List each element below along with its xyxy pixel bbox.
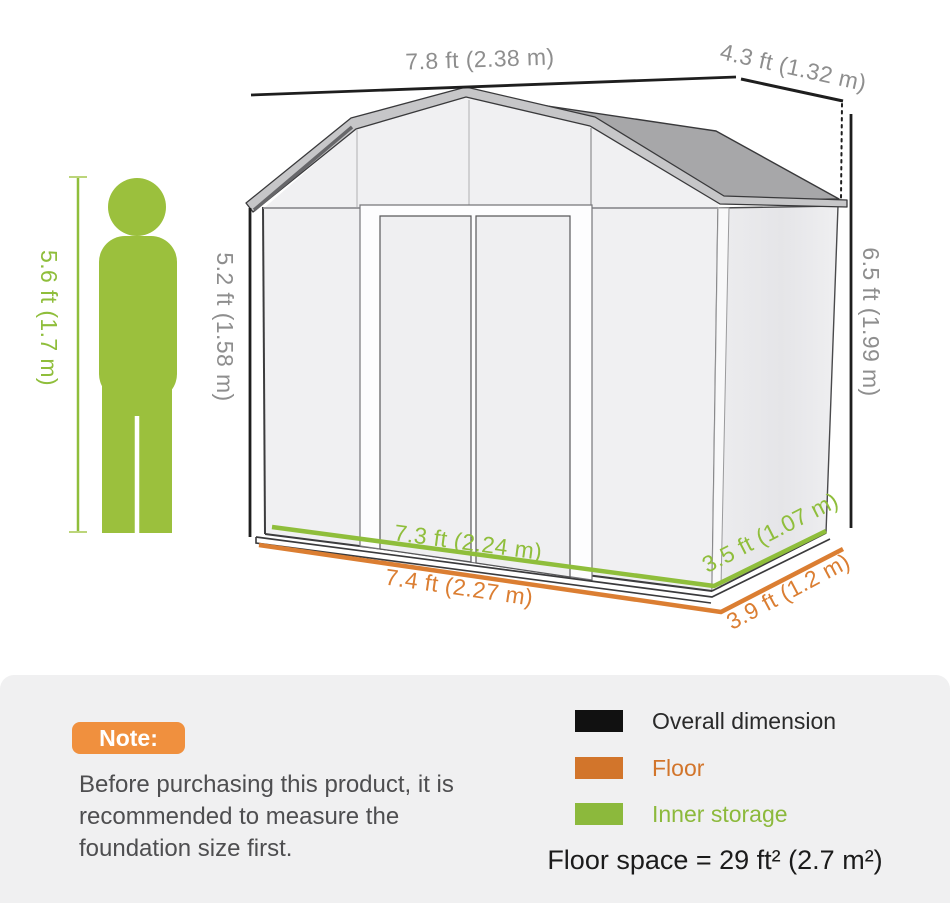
dim-width-label: 7.8 ft (2.38 m)	[405, 43, 555, 74]
floor-outline	[258, 542, 845, 615]
dim-depth-label: 4.3 ft (1.32 m)	[718, 38, 869, 96]
floor-label: Floor	[652, 755, 705, 781]
note-text: Before purchasing this product, it is re…	[79, 771, 454, 862]
overall-dimension-label: Overall dimension	[652, 708, 837, 734]
shed-roof-left-shadow	[252, 125, 354, 212]
floor-space-text: Floor space = 29 ft² (2.7 m²)	[547, 845, 883, 875]
diagram-canvas: 5.6 ft (1.7 m) 7.8 ft (2.38 m) 4.3 ft (1…	[36, 38, 884, 634]
overall-dimension-lines	[248, 75, 853, 537]
info-panel: Note: Before purchasing this product, it…	[0, 675, 950, 903]
shed-door-left	[379, 215, 472, 563]
inner-storage-swatch	[575, 803, 623, 825]
person-height-ticks	[69, 176, 87, 533]
inner-storage-label: Inner storage	[652, 801, 788, 827]
dim-overall-height-label: 6.5 ft (1.99 m)	[858, 247, 884, 396]
shed-gable	[263, 97, 719, 209]
person-height-label: 5.6 ft (1.7 m)	[36, 250, 62, 386]
dim-depth-dotted-line	[840, 103, 843, 199]
note-badge: Note:	[72, 722, 185, 754]
overall-dimension-swatch	[575, 710, 623, 732]
dim-width-line	[250, 75, 737, 97]
dim-wall-height-label: 5.2 ft (1.58 m)	[212, 252, 238, 401]
shed-left-edge	[262, 206, 266, 535]
dim-depth-line	[740, 77, 844, 103]
shed-door-right	[475, 215, 571, 578]
shed-base-slab	[255, 536, 831, 604]
inner-storage-outline	[271, 524, 827, 589]
shed-gable-seams	[356, 100, 592, 207]
floor-swatch	[575, 757, 623, 779]
